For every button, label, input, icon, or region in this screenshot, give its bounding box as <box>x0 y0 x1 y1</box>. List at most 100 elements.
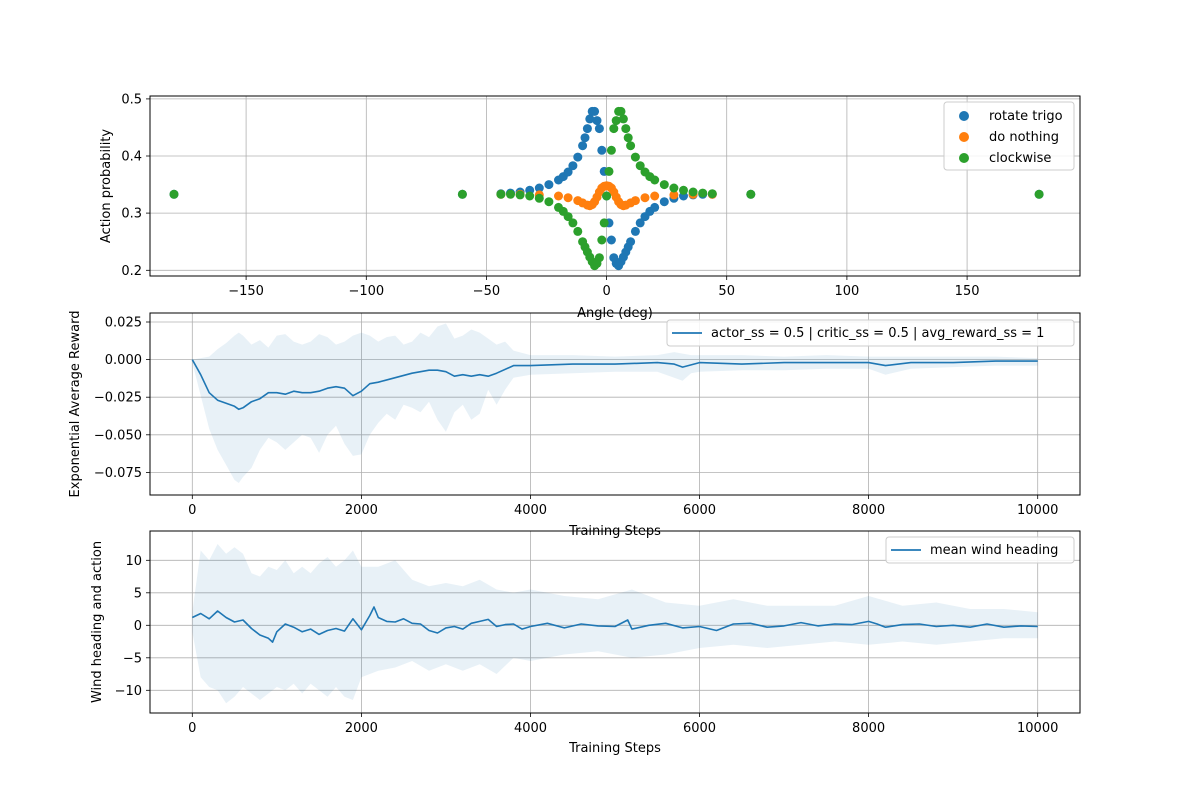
y-tick-label: 0.5 <box>121 92 142 107</box>
point-rotate-trigo <box>635 218 645 228</box>
point-clockwise <box>621 124 631 134</box>
x-ticks: 0 2000 4000 6000 8000 10000 <box>188 495 1058 518</box>
point-clockwise <box>568 218 578 228</box>
x-tick-label: 4000 <box>514 503 547 518</box>
point-do-nothing <box>563 193 573 203</box>
point-clockwise <box>679 185 688 195</box>
data-marks <box>191 359 1038 411</box>
y-tick-label: −0.050 <box>94 428 142 443</box>
point-do-nothing <box>554 191 563 201</box>
legend: actor_ss = 0.5 | critic_ss = 0.5 | avg_r… <box>666 319 1075 347</box>
point-clockwise <box>650 175 660 185</box>
x-tick-label: 0 <box>602 284 610 299</box>
point-rotate-trigo <box>650 202 660 212</box>
point-clockwise <box>563 212 573 222</box>
point-clockwise <box>616 106 626 116</box>
point-clockwise <box>169 189 179 199</box>
x-tick-label: 100 <box>834 284 859 299</box>
point-rotate-trigo <box>563 167 573 177</box>
y-tick-label: 0 <box>134 619 142 634</box>
gridlines <box>150 313 1080 495</box>
y-tick-label: 0.000 <box>105 353 142 368</box>
y-tick-label: 10 <box>125 554 142 569</box>
point-rotate-trigo <box>630 226 640 236</box>
series-line <box>191 359 1038 411</box>
y-tick-label: −10 <box>115 684 142 699</box>
point-clockwise <box>599 218 609 228</box>
point-clockwise <box>707 189 717 199</box>
point-clockwise <box>618 114 628 124</box>
x-tick-label: 4000 <box>514 721 547 736</box>
x-tick-label: 150 <box>955 284 980 299</box>
legend-marker-clockwise <box>959 153 969 163</box>
legend-marker-do-nothing <box>959 132 969 142</box>
x-tick-label: 10000 <box>1017 721 1058 736</box>
point-clockwise <box>669 183 679 193</box>
point-rotate-trigo <box>534 183 544 193</box>
point-clockwise <box>602 191 612 201</box>
point-clockwise <box>611 116 621 126</box>
y-tick-label: 0.2 <box>121 264 142 279</box>
axes-frame <box>149 530 1081 714</box>
legend-frame <box>666 319 1075 347</box>
y-ticks: −0.075 −0.050 −0.025 0.000 0.025 <box>94 316 150 481</box>
point-clockwise <box>626 141 636 151</box>
x-tick-label: 8000 <box>852 503 885 518</box>
point-clockwise <box>623 133 633 143</box>
y-tick-label: 5 <box>134 586 142 601</box>
point-clockwise <box>573 226 583 236</box>
point-rotate-trigo <box>568 161 578 171</box>
point-do-nothing <box>640 193 650 203</box>
legend-frame <box>943 101 1075 171</box>
x-tick-label: −150 <box>228 284 264 299</box>
point-do-nothing <box>669 190 679 200</box>
axes-frame <box>149 312 1081 496</box>
point-clockwise <box>659 180 669 190</box>
x-tick-label: 6000 <box>683 503 716 518</box>
point-rotate-trigo <box>578 141 588 151</box>
legend: rotate trigo do nothing clockwise <box>943 101 1075 171</box>
point-clockwise <box>630 152 640 162</box>
y-axis-label: Wind heading and action <box>90 541 105 703</box>
point-clockwise <box>525 191 535 201</box>
legend-label-rotate-trigo: rotate trigo <box>989 109 1063 124</box>
point-clockwise <box>534 193 544 203</box>
gridlines <box>150 96 1080 276</box>
point-do-nothing <box>630 196 640 206</box>
point-rotate-trigo <box>573 152 583 162</box>
point-clockwise <box>746 189 756 199</box>
x-ticks: 0 2000 4000 6000 8000 10000 <box>188 713 1058 736</box>
point-clockwise <box>635 161 645 171</box>
point-clockwise <box>698 188 708 198</box>
x-tick-label: 8000 <box>852 721 885 736</box>
legend-label-clockwise: clockwise <box>989 151 1051 166</box>
point-clockwise <box>496 189 506 199</box>
point-rotate-trigo <box>597 145 607 155</box>
point-rotate-trigo <box>659 197 669 207</box>
y-ticks: 0.2 0.3 0.4 0.5 <box>121 92 150 279</box>
point-clockwise <box>544 197 554 207</box>
point-rotate-trigo <box>585 114 595 124</box>
x-tick-label: 50 <box>718 284 735 299</box>
point-rotate-trigo <box>580 133 590 143</box>
point-rotate-trigo <box>592 116 602 126</box>
y-axis-label: Action probability <box>99 129 114 244</box>
series-line <box>191 606 1038 643</box>
y-ticks: −10 −5 0 5 10 <box>115 554 150 699</box>
point-rotate-trigo <box>594 124 604 134</box>
point-clockwise <box>604 166 614 176</box>
y-tick-label: 0.4 <box>121 150 142 165</box>
x-tick-label: 6000 <box>683 721 716 736</box>
legend-label: mean wind heading <box>930 543 1058 558</box>
y-axis-label: Exponential Average Reward <box>68 311 83 498</box>
x-axis-label: Training Steps <box>568 741 661 756</box>
reward-panel: 0 2000 4000 6000 8000 10000 −0.075 −0.050 −0.02… <box>68 311 1081 539</box>
x-tick-label: 10000 <box>1017 503 1058 518</box>
point-clockwise <box>594 253 604 263</box>
x-tick-label: 0 <box>188 503 196 518</box>
point-clockwise <box>597 235 607 245</box>
point-clockwise <box>606 145 616 155</box>
action-probability-panel: −150 −100 −50 0 50 100 150 0.20.30.40.5 Angle … <box>99 92 1081 321</box>
y-tick-label: −0.075 <box>94 466 142 481</box>
